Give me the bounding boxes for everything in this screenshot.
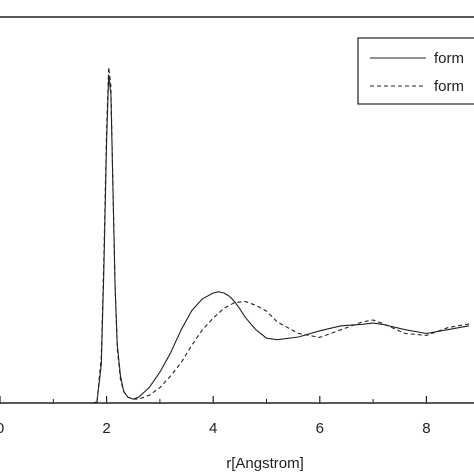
legend-box xyxy=(357,37,474,105)
legend: form form xyxy=(357,37,474,105)
x-axis-label: r[Angstrom] xyxy=(226,455,304,472)
x-tick-label: 8 xyxy=(422,420,430,437)
legend-label: form xyxy=(434,50,464,67)
x-axis-ticks: 0 2 4 6 8 xyxy=(0,396,431,437)
x-tick-label: 0 xyxy=(0,420,4,437)
series-layer xyxy=(0,66,470,404)
series-line-solid xyxy=(0,74,470,404)
x-tick-label: 2 xyxy=(102,420,110,437)
series-line-dashed xyxy=(0,66,470,404)
x-tick-label: 4 xyxy=(209,420,217,437)
x-tick-label: 6 xyxy=(316,420,324,437)
legend-label: form xyxy=(434,78,464,95)
